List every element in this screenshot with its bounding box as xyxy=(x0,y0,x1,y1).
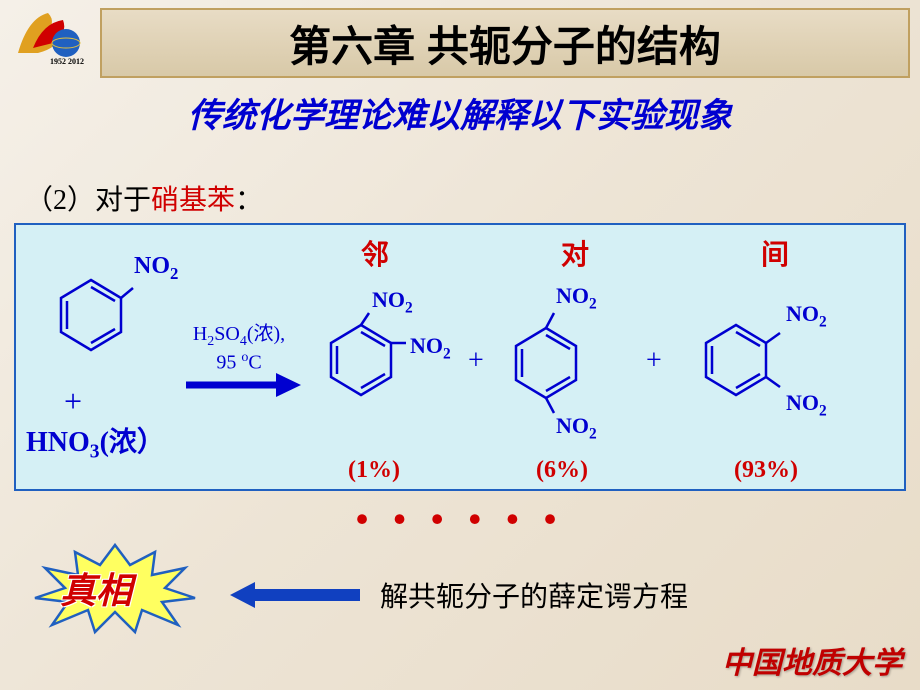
truth-label: 真相 xyxy=(60,562,132,614)
title-bar: 第六章 共轭分子的结构 xyxy=(100,8,910,78)
section-highlight: 硝基苯 xyxy=(151,185,235,216)
subtitle: 传统化学理论难以解释以下实验现象 xyxy=(0,88,920,137)
product-para xyxy=(506,303,591,423)
meta-no2-2: NO2 xyxy=(786,390,827,420)
section-prefix: （2）对于 xyxy=(25,185,151,216)
reactant-no2: NO2 xyxy=(134,253,178,284)
ortho-no2-2: NO2 xyxy=(410,333,451,363)
reaction-box: 邻 对 间 NO2 + HNO3(浓） H2SO4(浓), 95 oC NO2 … xyxy=(14,223,906,491)
university-name: 中国地质大学 xyxy=(722,638,902,682)
para-percent: (6%) xyxy=(536,457,588,484)
reaction-arrow xyxy=(181,370,301,400)
reactant-plus: + xyxy=(64,383,82,420)
para-no2-2: NO2 xyxy=(556,413,597,443)
para-no2-1: NO2 xyxy=(556,283,597,313)
section-suffix: ： xyxy=(235,185,263,216)
plus-2: + xyxy=(646,345,662,377)
reactant-nitrobenzene xyxy=(51,270,141,365)
schrodinger-text: 解共轭分子的薛定谔方程 xyxy=(380,575,688,615)
ellipsis-dots: • • • • • • xyxy=(0,498,920,540)
anniversary-logo: 1952 2012 xyxy=(8,8,93,73)
product-ortho xyxy=(321,310,416,410)
meta-percent: (93%) xyxy=(734,457,798,484)
svg-text:1952 2012: 1952 2012 xyxy=(50,57,84,66)
section-label: （2）对于硝基苯： xyxy=(25,178,263,218)
truth-arrow-icon xyxy=(230,580,360,610)
meta-no2-1: NO2 xyxy=(786,301,827,331)
reaction-conditions: H2SO4(浓), 95 oC xyxy=(174,317,304,375)
pos-label-para: 对 xyxy=(561,233,589,273)
pos-label-meta: 间 xyxy=(761,233,789,273)
pos-label-ortho: 邻 xyxy=(361,233,389,273)
ortho-percent: (1%) xyxy=(348,457,400,484)
chapter-title: 第六章 共轭分子的结构 xyxy=(289,13,721,74)
plus-1: + xyxy=(468,345,484,377)
reactant-hno3: HNO3(浓） xyxy=(26,420,165,464)
ortho-no2-1: NO2 xyxy=(372,287,413,317)
